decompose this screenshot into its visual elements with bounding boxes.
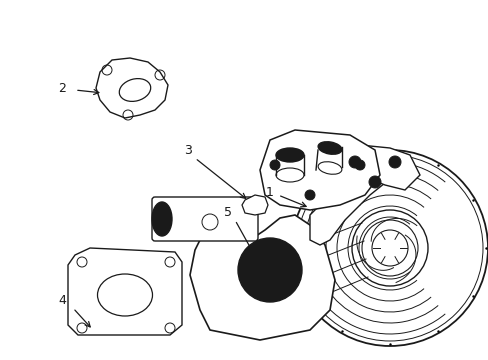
Ellipse shape [152, 202, 172, 236]
Text: 5: 5 [224, 207, 231, 220]
Circle shape [262, 262, 278, 278]
Ellipse shape [275, 148, 304, 162]
Polygon shape [339, 145, 419, 190]
Polygon shape [96, 58, 168, 118]
Polygon shape [190, 215, 334, 340]
Polygon shape [68, 248, 182, 335]
Polygon shape [242, 195, 267, 215]
Circle shape [348, 156, 360, 168]
Text: 4: 4 [58, 293, 66, 306]
Circle shape [354, 160, 364, 170]
FancyBboxPatch shape [152, 197, 258, 241]
Circle shape [368, 176, 380, 188]
Circle shape [388, 156, 400, 168]
Text: 3: 3 [183, 144, 192, 157]
Ellipse shape [318, 142, 341, 154]
Circle shape [305, 190, 314, 200]
Text: 1: 1 [265, 185, 273, 198]
Circle shape [238, 238, 302, 302]
Polygon shape [309, 155, 399, 245]
Text: 2: 2 [58, 81, 66, 94]
Circle shape [269, 160, 280, 170]
Polygon shape [260, 130, 379, 210]
